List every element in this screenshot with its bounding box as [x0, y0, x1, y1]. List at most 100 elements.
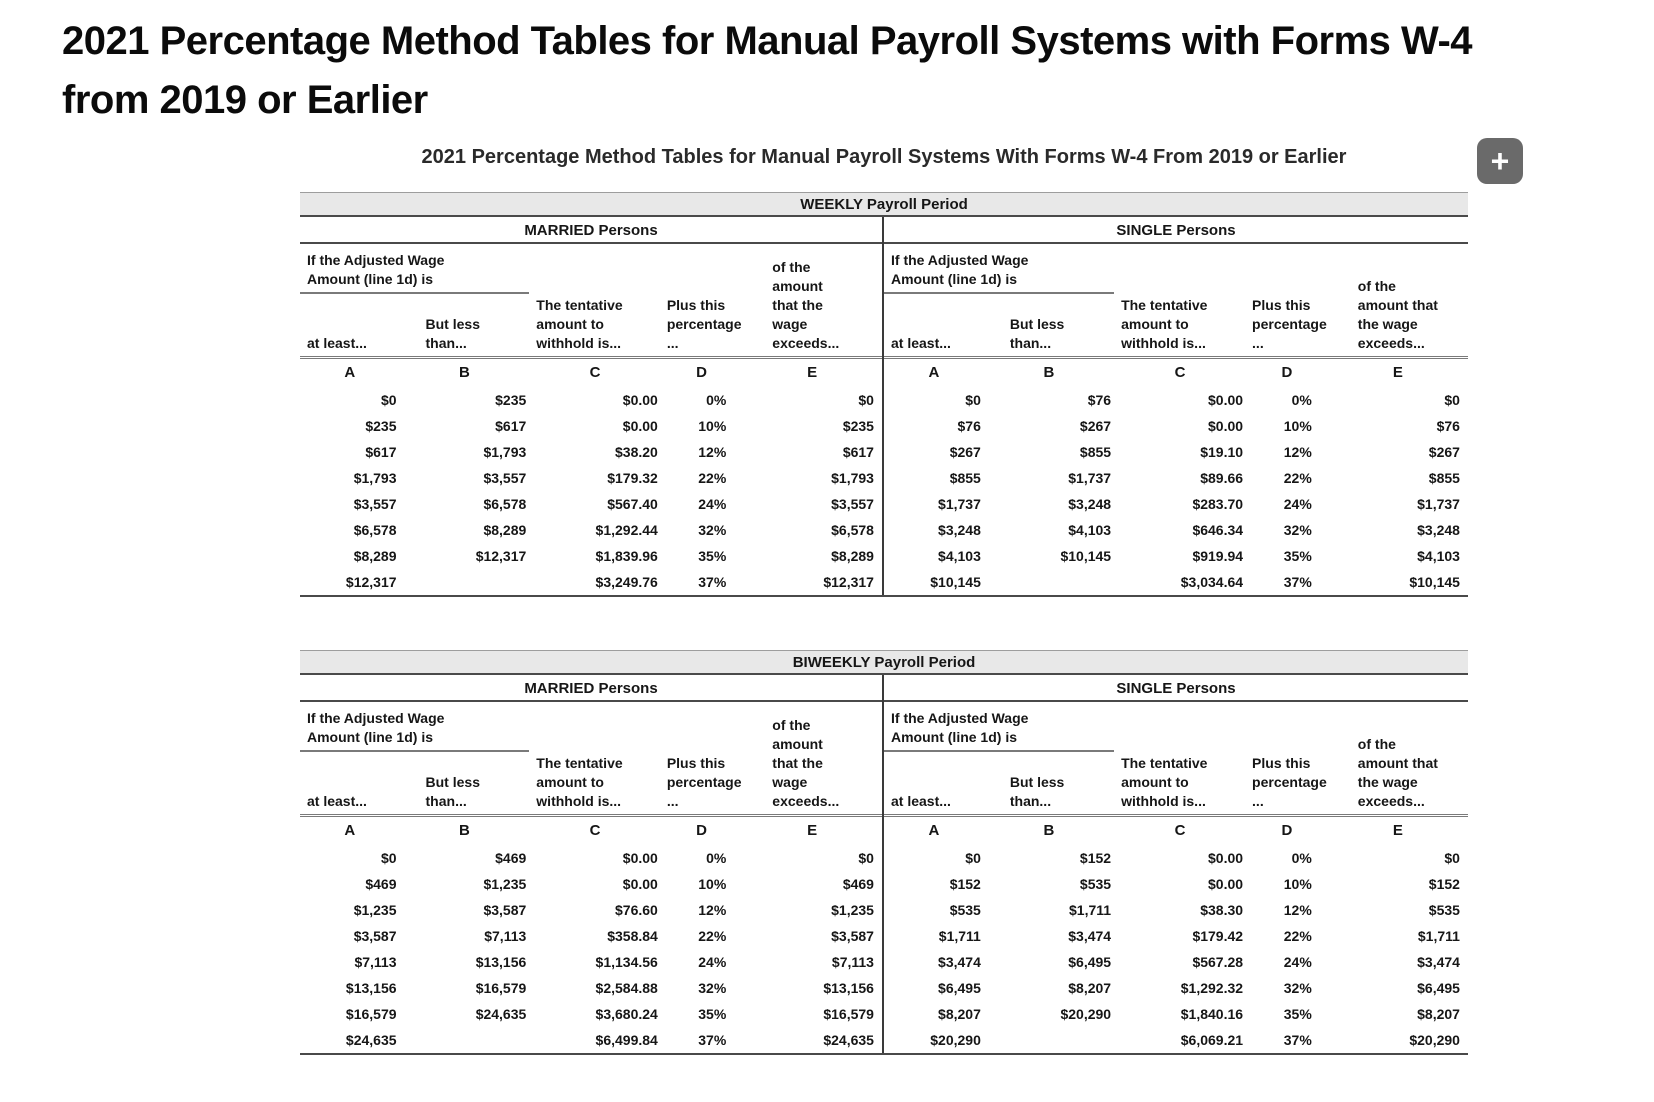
table-cell: $6,499.84: [595, 1032, 658, 1048]
header-but-less-than: But less than...: [1009, 774, 1065, 809]
header-but-less-than: But less than...: [425, 774, 480, 809]
data-rows: $0 $152 $0.00 0% $0 $152 $535 $0.00 10% $152 $535 $…: [884, 845, 1468, 1053]
table-cell: $20,290: [1409, 1032, 1460, 1048]
table-cell: [400, 569, 530, 595]
table-cell: $0: [1444, 392, 1460, 408]
table-cell: $179.32: [607, 470, 658, 486]
table-cell: $13,156: [823, 980, 874, 996]
column-letter-b: B: [1043, 822, 1055, 839]
column-letter-e: E: [1392, 364, 1403, 381]
column-letter-a: A: [344, 364, 356, 381]
table-cell: $267: [1428, 444, 1460, 460]
table-cell: 0%: [1291, 850, 1312, 866]
table-cell: $24,635: [823, 1032, 874, 1048]
table-cell: $0: [380, 392, 397, 408]
table-row: $4,103 $10,145 $919.94 35% $4,103: [884, 543, 1468, 569]
table-cell: $10,145: [1060, 548, 1112, 564]
column-letter-d: D: [696, 364, 707, 381]
column-headers: If the Adjusted Wage Amount (line 1d) is…: [300, 244, 882, 359]
header-plus-percentage: Plus this percentage ...: [666, 755, 742, 809]
table-cell: $235: [842, 418, 874, 434]
table-cell: $1,235: [483, 876, 527, 892]
column-letter-a: A: [928, 364, 940, 381]
table-cell: $20,290: [930, 1032, 981, 1048]
table-cell: $38.20: [615, 444, 658, 460]
header-amount-exceeds: of the amount that the wage exceeds...: [772, 259, 840, 351]
adjusted-wage-header: If the Adjusted Wage Amount (line 1d) is: [884, 251, 1115, 294]
table-cell: $8,207: [1068, 980, 1112, 996]
column-letter-c: C: [1174, 364, 1186, 381]
table-row: $3,557 $6,578 $567.40 24% $3,557: [300, 491, 882, 517]
table-cell: $8,289: [483, 522, 527, 538]
weekly-single-half: SINGLE Persons If the Adjusted Wage Amou…: [884, 217, 1468, 595]
table-cell: $10,145: [930, 574, 981, 590]
table-row: $0 $76 $0.00 0% $0: [884, 387, 1468, 413]
header-plus-percentage: Plus this percentage ...: [1252, 297, 1327, 351]
table-row: $0 $235 $0.00 0% $0: [300, 387, 882, 413]
table-cell: 37%: [698, 1032, 727, 1048]
table-cell: $6,578: [483, 496, 527, 512]
column-letters-row: A B C D E: [300, 817, 882, 845]
table-row: $617 $1,793 $38.20 12% $617: [300, 439, 882, 465]
table-cell: $0.00: [622, 418, 658, 434]
table-cell: $0.00: [1208, 876, 1244, 892]
table-cell: $3,034.64: [1180, 574, 1244, 590]
table-cell: $16,579: [823, 1006, 874, 1022]
column-headers: If the Adjusted Wage Amount (line 1d) is…: [884, 244, 1468, 359]
single-persons-label: SINGLE Persons: [884, 675, 1468, 702]
table-cell: 37%: [1283, 574, 1312, 590]
column-letter-a: A: [344, 822, 356, 839]
table-cell: 22%: [698, 470, 727, 486]
table-cell: $267: [949, 444, 981, 460]
adjusted-wage-header: If the Adjusted Wage Amount (line 1d) is: [300, 251, 530, 294]
table-cell: $567.28: [1192, 954, 1244, 970]
table-row: $24,635 $6,499.84 37% $24,635: [300, 1027, 882, 1053]
table-cell: $0.00: [1208, 392, 1244, 408]
data-rows: $0 $76 $0.00 0% $0 $76 $267 $0.00 10% $76 $267 $855…: [884, 387, 1468, 595]
table-cell: 12%: [1283, 444, 1312, 460]
table-row: $16,579 $24,635 $3,680.24 35% $16,579: [300, 1001, 882, 1027]
table-cell: 0%: [1291, 392, 1312, 408]
table-cell: $1,292.44: [595, 522, 658, 538]
header-at-least: at least...: [891, 793, 951, 809]
table-cell: 37%: [1283, 1032, 1312, 1048]
single-persons-label: SINGLE Persons: [884, 217, 1468, 244]
table-row: $3,587 $7,113 $358.84 22% $3,587: [300, 923, 882, 949]
table-cell: $855: [1079, 444, 1112, 460]
table-cell: $152: [1079, 850, 1112, 866]
table-cell: $16,579: [475, 980, 527, 996]
table-cell: $20,290: [1060, 1006, 1112, 1022]
table-cell: 0%: [706, 392, 727, 408]
table-cell: $235: [495, 392, 527, 408]
table-cell: $3,587: [353, 928, 397, 944]
table-cell: $6,578: [353, 522, 397, 538]
table-cell: $2,584.88: [595, 980, 658, 996]
table-cell: 32%: [1283, 522, 1312, 538]
column-letter-c: C: [1174, 822, 1186, 839]
table-row: $10,145 $3,034.64 37% $10,145: [884, 569, 1468, 595]
table-cell: 22%: [1283, 470, 1312, 486]
column-letter-e: E: [1392, 822, 1403, 839]
table-cell: $0: [380, 850, 397, 866]
biweekly-married-half: MARRIED Persons If the Adjusted Wage Amo…: [300, 675, 884, 1053]
table-cell: $6,578: [831, 522, 874, 538]
table-cell: $0.00: [1208, 850, 1244, 866]
header-but-less-than: But less than...: [425, 316, 480, 351]
table-row: $1,235 $3,587 $76.60 12% $1,235: [300, 897, 882, 923]
table-cell: $535: [1079, 876, 1112, 892]
table-cell: $3,474: [938, 954, 981, 970]
table-cell: 24%: [1283, 496, 1312, 512]
table-cell: $919.94: [1192, 548, 1244, 564]
column-letter-c: C: [589, 364, 601, 381]
column-letter-d: D: [1281, 822, 1293, 839]
table-cell: $38.30: [1200, 902, 1244, 918]
zoom-in-button[interactable]: +: [1477, 138, 1523, 184]
table-cell: $0: [858, 850, 874, 866]
table-cell: $24,635: [345, 1032, 397, 1048]
table-cell: $4,103: [938, 548, 981, 564]
table-cell: [984, 569, 1114, 595]
column-letters-row: A B C D E: [884, 817, 1468, 845]
table-cell: $567.40: [607, 496, 658, 512]
header-tentative-amount: The tentative amount to withhold is...: [536, 297, 623, 351]
table-row: $1,793 $3,557 $179.32 22% $1,793: [300, 465, 882, 491]
